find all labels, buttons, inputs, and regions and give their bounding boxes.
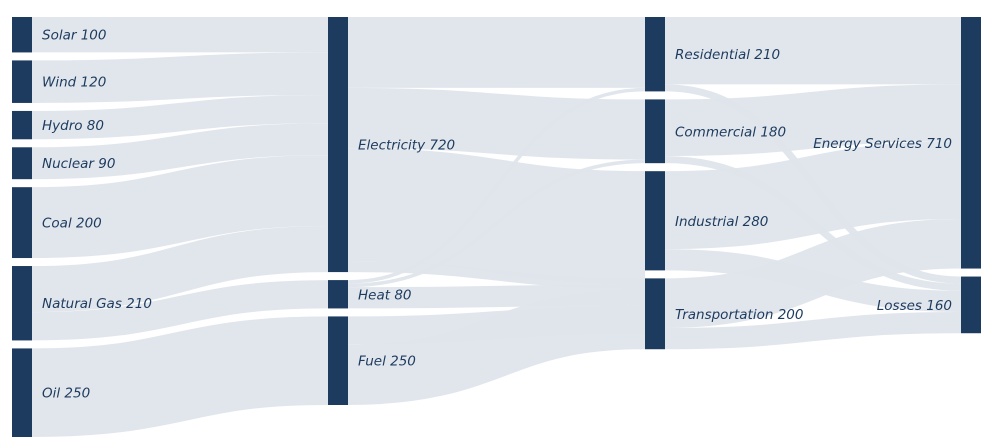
link-electricity-to-industrial (347, 148, 646, 285)
link-electricity-to-commercial (347, 87, 646, 160)
node-coal (12, 187, 32, 259)
node-label-hydro: Hydro 80 (42, 118, 104, 134)
link-nuclear-to-electricity (31, 123, 329, 180)
link-heat-to-residential (347, 87, 646, 284)
node-losses (961, 276, 981, 334)
node-label-transportation: Transportation 200 (675, 307, 803, 323)
node-label-oil: Oil 250 (42, 386, 90, 402)
link-natural-gas-to-heat (31, 280, 329, 341)
node-electricity (328, 17, 348, 273)
node-natural-gas (12, 266, 32, 341)
node-label-natural-gas: Natural Gas 210 (42, 296, 152, 312)
node-label-losses: Losses 160 (877, 298, 952, 314)
node-label-coal: Coal 200 (42, 216, 102, 232)
link-wind-to-electricity (31, 52, 329, 103)
node-oil (12, 348, 32, 437)
link-transportation-to-energy-services (664, 218, 962, 328)
nodes-layer (12, 17, 981, 437)
node-label-fuel: Fuel 250 (358, 354, 416, 370)
node-label-energy-services: Energy Services 710 (813, 136, 952, 152)
link-commercial-to-energy-services (664, 84, 962, 157)
link-heat-to-commercial (347, 159, 646, 288)
node-label-nuclear: Nuclear 90 (42, 156, 115, 172)
link-electricity-to-transportation (347, 261, 646, 290)
node-nuclear (12, 147, 32, 180)
node-heat (328, 280, 348, 309)
node-commercial (645, 99, 665, 164)
link-industrial-to-energy-services (664, 140, 962, 250)
node-hydro (12, 110, 32, 140)
node-label-solar: Solar 100 (42, 28, 106, 44)
node-industrial (645, 171, 665, 271)
node-residential (645, 17, 665, 92)
node-label-heat: Heat 80 (358, 287, 412, 303)
link-oil-to-fuel (31, 316, 329, 437)
node-solar (12, 17, 32, 53)
links-layer (31, 16, 962, 437)
node-label-commercial: Commercial 180 (675, 124, 786, 140)
link-transportation-to-losses (664, 311, 962, 350)
node-fuel (328, 316, 348, 405)
link-hydro-to-electricity (31, 94, 329, 140)
link-natural-gas-to-electricity (31, 226, 329, 313)
node-label-wind: Wind 120 (42, 75, 106, 91)
node-label-industrial: Industrial 280 (675, 214, 768, 230)
link-coal-to-electricity (31, 155, 329, 259)
node-label-electricity: Electricity 720 (358, 138, 455, 154)
node-wind (12, 60, 32, 103)
node-label-residential: Residential 210 (675, 47, 780, 63)
node-transportation (645, 278, 665, 350)
node-energy-services (961, 17, 981, 269)
link-fuel-to-transportation (347, 288, 646, 406)
labels-layer: Solar 100 Wind 120 Hydro 80 Nuclear 90 Coal … (42, 28, 952, 402)
